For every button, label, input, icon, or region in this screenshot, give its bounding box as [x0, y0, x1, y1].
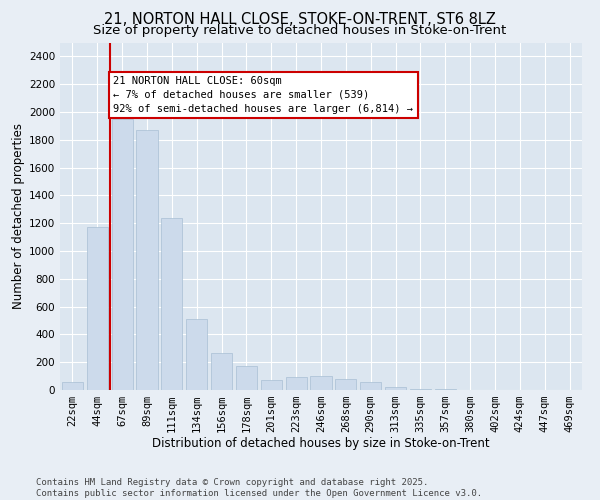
Bar — [186, 319, 207, 390]
Y-axis label: Number of detached properties: Number of detached properties — [12, 123, 25, 309]
Text: Size of property relative to detached houses in Stoke-on-Trent: Size of property relative to detached ho… — [94, 24, 506, 37]
Text: Contains HM Land Registry data © Crown copyright and database right 2025.
Contai: Contains HM Land Registry data © Crown c… — [36, 478, 482, 498]
Bar — [62, 382, 83, 390]
Bar — [112, 119, 133, 390]
Bar — [385, 387, 406, 390]
Bar — [211, 353, 232, 390]
Bar — [136, 130, 158, 390]
X-axis label: Distribution of detached houses by size in Stoke-on-Trent: Distribution of detached houses by size … — [152, 436, 490, 450]
Bar — [335, 379, 356, 390]
Bar — [236, 366, 257, 390]
Text: 21 NORTON HALL CLOSE: 60sqm
← 7% of detached houses are smaller (539)
92% of sem: 21 NORTON HALL CLOSE: 60sqm ← 7% of deta… — [113, 76, 413, 114]
Bar — [310, 376, 332, 390]
Bar — [261, 380, 282, 390]
Title: 21, NORTON HALL CLOSE, STOKE-ON-TRENT, ST6 8LZ: 21, NORTON HALL CLOSE, STOKE-ON-TRENT, S… — [0, 499, 1, 500]
Bar — [87, 228, 108, 390]
Text: 21, NORTON HALL CLOSE, STOKE-ON-TRENT, ST6 8LZ: 21, NORTON HALL CLOSE, STOKE-ON-TRENT, S… — [104, 12, 496, 28]
Bar — [410, 388, 431, 390]
Bar — [360, 382, 381, 390]
Bar — [161, 218, 182, 390]
Bar — [286, 377, 307, 390]
